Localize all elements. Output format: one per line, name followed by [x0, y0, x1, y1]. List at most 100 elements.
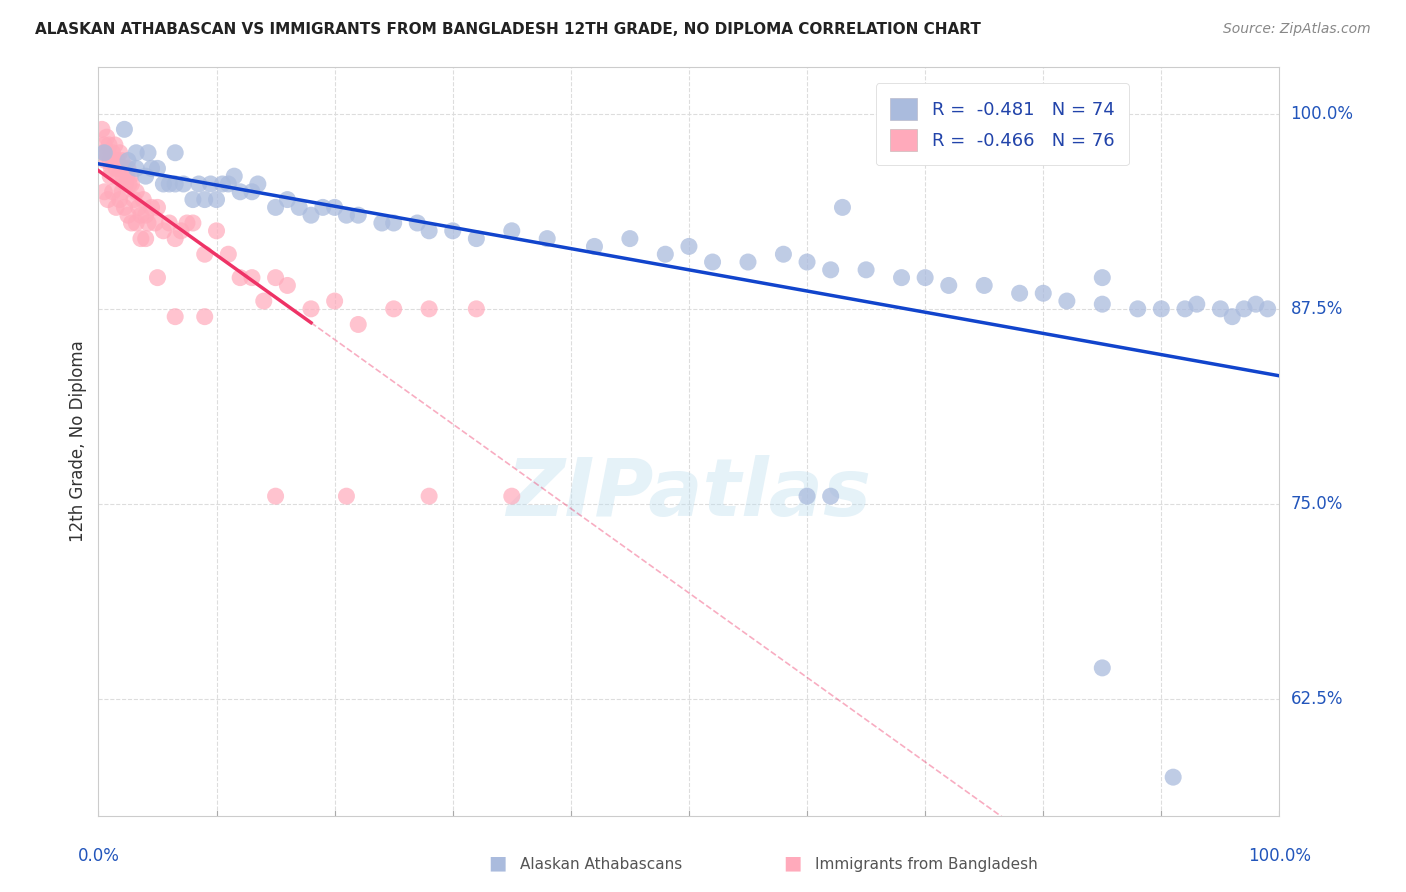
Point [1233, 301, 1256, 316]
Point [772, 247, 794, 261]
Text: ■: ■ [783, 854, 801, 872]
Point [654, 247, 676, 261]
Point [135, 169, 157, 184]
Point [125, 185, 148, 199]
Point [122, 193, 145, 207]
Point [418, 489, 440, 503]
Point [264, 270, 287, 285]
Point [335, 489, 357, 503]
Point [288, 201, 311, 215]
Text: Immigrants from Bangladesh: Immigrants from Bangladesh [815, 857, 1038, 872]
Text: 100.0%: 100.0% [1291, 104, 1354, 123]
Text: ZIPatlas: ZIPatlas [506, 455, 872, 533]
Point [112, 201, 135, 215]
Point [253, 293, 276, 308]
Point [796, 489, 818, 503]
Point [93, 138, 115, 153]
Point [98, 153, 121, 168]
Text: ALASKAN ATHABASCAN VS IMMIGRANTS FROM BANGLADESH 12TH GRADE, NO DIPLOMA CORRELAT: ALASKAN ATHABASCAN VS IMMIGRANTS FROM BA… [35, 22, 981, 37]
Point [1174, 301, 1197, 316]
Point [1185, 297, 1208, 311]
Point [132, 193, 155, 207]
Point [441, 224, 464, 238]
Point [157, 177, 180, 191]
Point [135, 208, 157, 222]
Point [1220, 310, 1243, 324]
Point [1161, 770, 1184, 784]
Point [187, 177, 209, 191]
Point [938, 278, 960, 293]
Point [737, 255, 759, 269]
Point [855, 262, 877, 277]
Point [205, 193, 228, 207]
Point [94, 153, 117, 168]
Point [501, 489, 523, 503]
Point [264, 201, 287, 215]
Point [276, 193, 298, 207]
Point [240, 270, 263, 285]
Point [143, 216, 166, 230]
Point [264, 489, 287, 503]
Text: 75.0%: 75.0% [1291, 495, 1343, 513]
Point [205, 224, 228, 238]
Point [312, 201, 335, 215]
Point [146, 161, 169, 176]
Text: 62.5%: 62.5% [1291, 690, 1343, 708]
Point [796, 255, 818, 269]
Point [194, 193, 217, 207]
Point [91, 122, 114, 136]
Point [194, 310, 217, 324]
Point [135, 231, 157, 245]
Point [323, 201, 346, 215]
Point [93, 185, 115, 199]
Text: 87.5%: 87.5% [1291, 300, 1343, 318]
Point [217, 247, 239, 261]
Point [112, 169, 135, 184]
Point [1091, 661, 1114, 675]
Point [418, 301, 440, 316]
Point [104, 138, 127, 153]
Point [831, 201, 853, 215]
Point [96, 130, 118, 145]
Point [98, 138, 121, 153]
Point [118, 177, 141, 191]
Point [105, 201, 128, 215]
Text: Alaskan Athabascans: Alaskan Athabascans [520, 857, 682, 872]
Text: ■: ■ [488, 854, 506, 872]
Point [323, 293, 346, 308]
Point [200, 177, 222, 191]
Point [418, 224, 440, 238]
Point [125, 161, 148, 176]
Point [229, 185, 252, 199]
Point [125, 145, 148, 160]
Point [121, 177, 143, 191]
Point [152, 224, 174, 238]
Point [129, 231, 152, 245]
Point [890, 270, 912, 285]
Point [136, 145, 159, 160]
Point [97, 145, 120, 160]
Point [111, 153, 134, 168]
Point [347, 318, 370, 332]
Point [181, 193, 204, 207]
Point [128, 201, 150, 215]
Point [276, 278, 298, 293]
Point [108, 193, 131, 207]
Point [1091, 297, 1114, 311]
Point [1008, 286, 1031, 301]
Point [1209, 301, 1232, 316]
Point [536, 231, 558, 245]
Point [299, 301, 322, 316]
Point [973, 278, 995, 293]
Point [97, 193, 120, 207]
Point [110, 161, 132, 176]
Point [382, 301, 405, 316]
Point [678, 239, 700, 253]
Point [299, 208, 322, 222]
Point [120, 169, 142, 184]
Point [702, 255, 724, 269]
Point [165, 231, 187, 245]
Point [501, 224, 523, 238]
Point [170, 224, 193, 238]
Point [101, 185, 124, 199]
